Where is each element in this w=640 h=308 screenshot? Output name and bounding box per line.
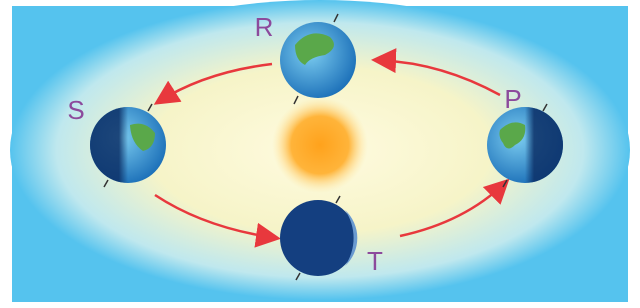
label-s: S bbox=[67, 95, 84, 125]
orbit-diagram: R S P T bbox=[0, 0, 640, 308]
label-r: R bbox=[255, 12, 274, 42]
label-t: T bbox=[367, 246, 383, 276]
label-p: P bbox=[504, 84, 521, 114]
sun bbox=[272, 97, 368, 193]
